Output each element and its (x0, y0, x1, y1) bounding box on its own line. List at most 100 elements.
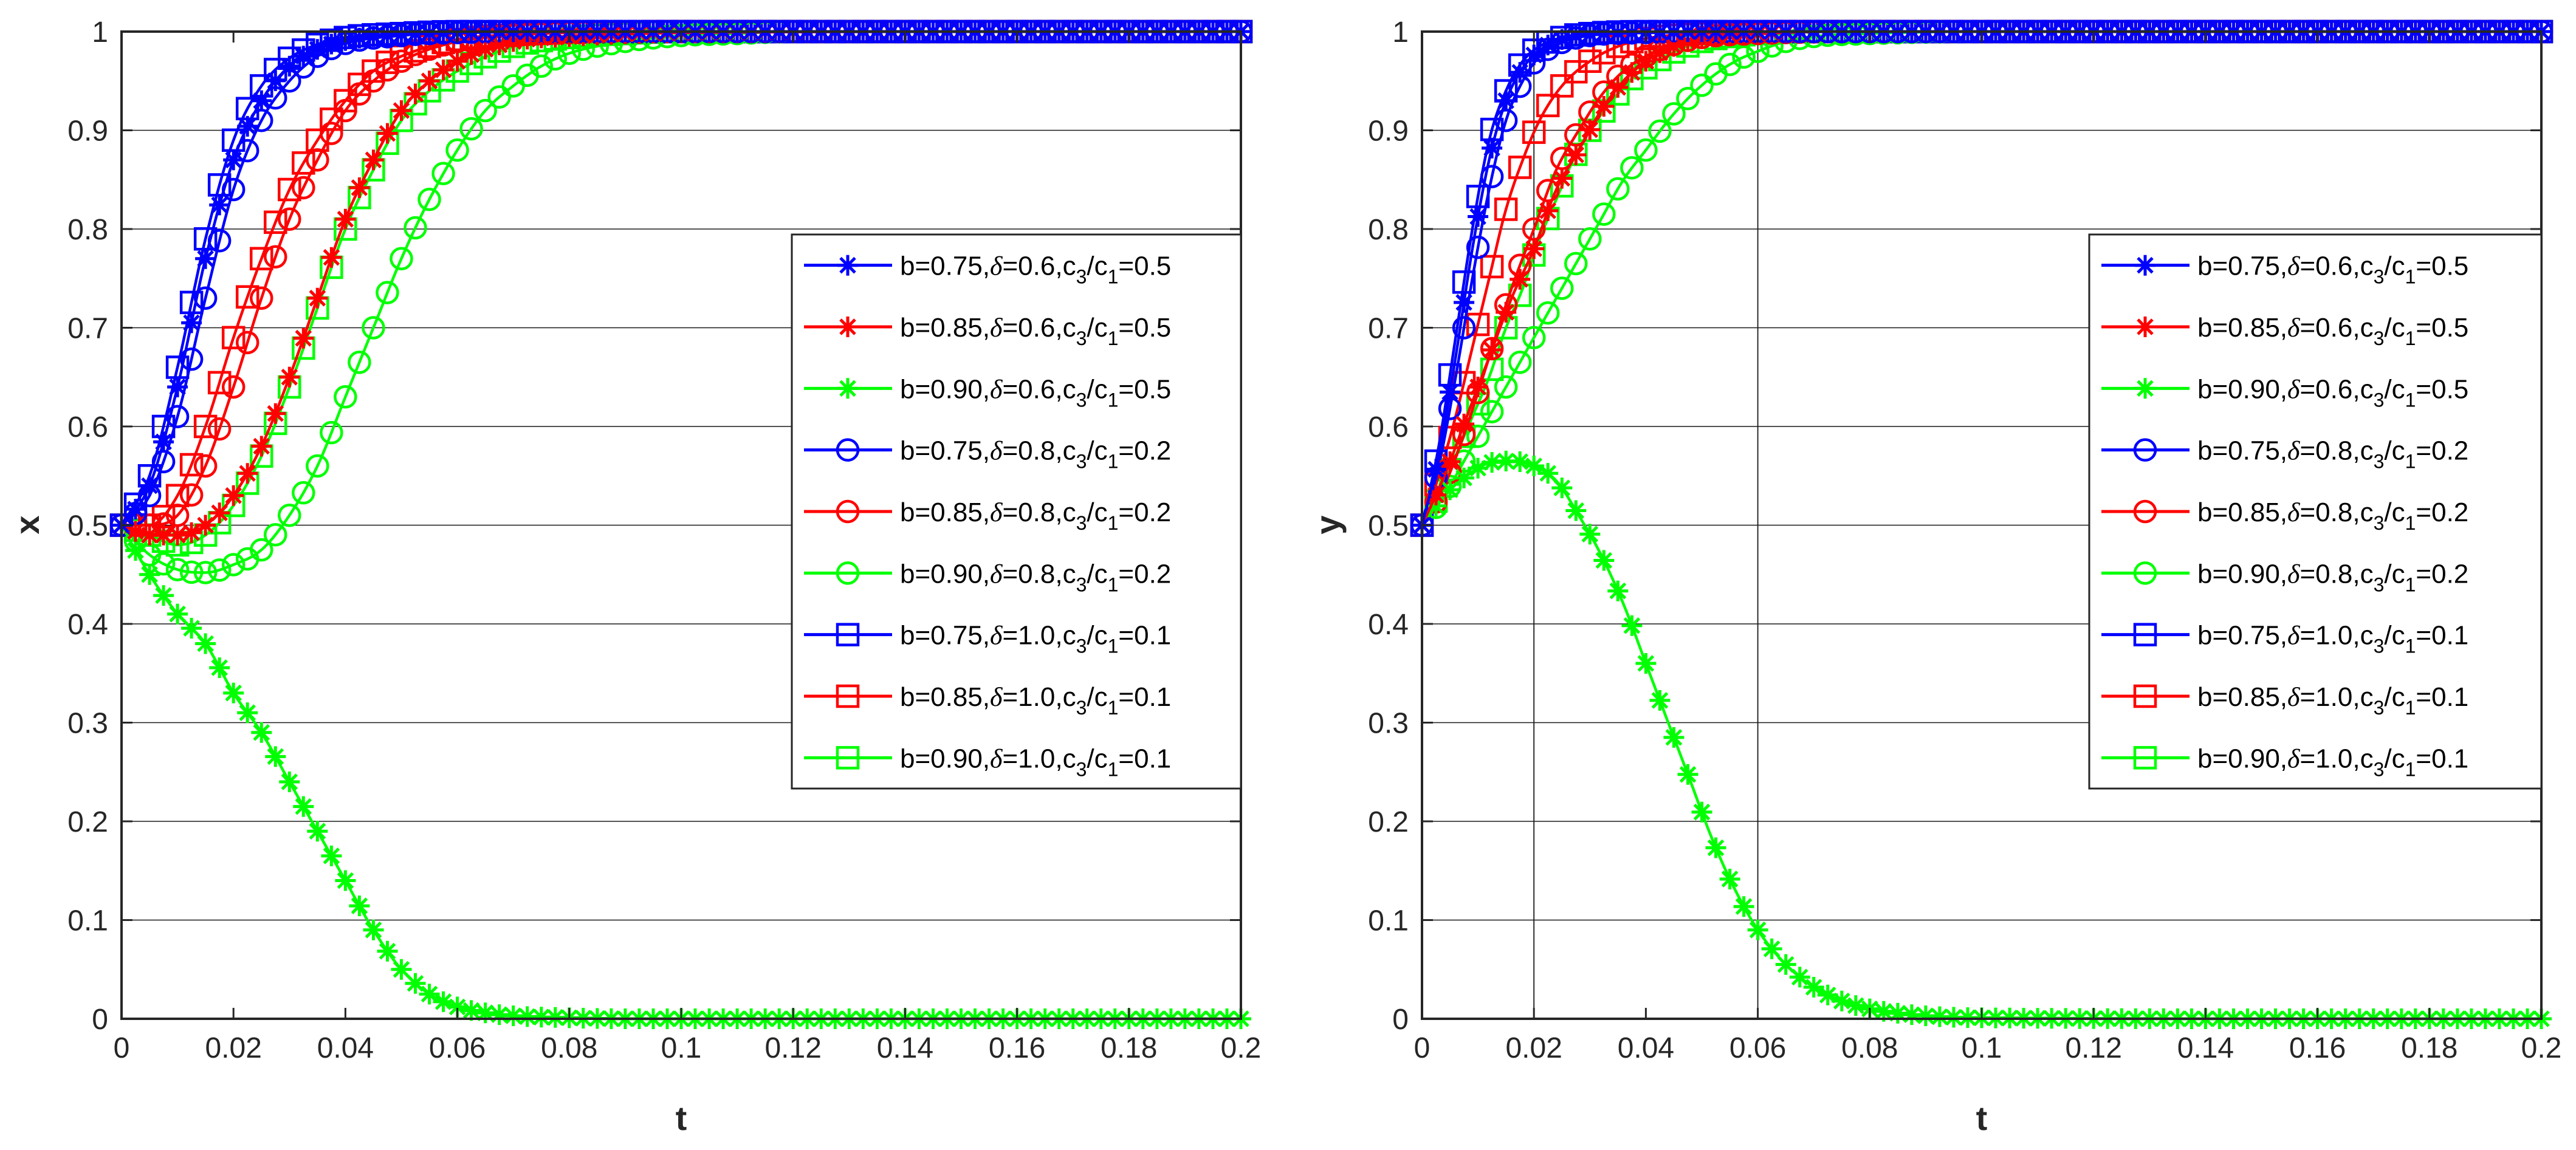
y-axis-label: y (1308, 515, 1347, 534)
legend-label-tail: =0.1 (2416, 682, 2468, 712)
legend-marker (2133, 623, 2157, 646)
data-point (1454, 414, 1475, 434)
legend-label-sub2: 1 (2405, 758, 2416, 780)
legend-label-mid: =1.0,c (2300, 682, 2373, 712)
data-point (207, 417, 232, 441)
legend-label-slash: /c (1087, 744, 1107, 773)
legend-item-s6: b=0.90,δ=0.8,c3/c1=0.2 (2101, 559, 2468, 595)
data-point (391, 24, 412, 45)
y-tick-label: 0.5 (67, 510, 108, 542)
data-point (179, 347, 204, 371)
legend-label-prefix: b=0.90, (900, 744, 990, 773)
data-point (377, 25, 398, 46)
data-point (543, 47, 568, 71)
legend-label-delta: δ (2287, 621, 2301, 651)
x-tick-label: 0.12 (764, 1032, 821, 1064)
data-point (279, 366, 300, 388)
data-point (165, 558, 190, 581)
legend-label-sub2: 1 (1108, 635, 1119, 657)
data-point (405, 23, 426, 44)
legend-marker (836, 623, 860, 646)
legend-label-sub1: 3 (1076, 758, 1087, 780)
data-point (1468, 457, 1489, 479)
data-point (363, 149, 384, 171)
x-tick-label: 0.08 (541, 1032, 597, 1064)
data-point (1578, 49, 1602, 73)
data-point (1621, 615, 1643, 636)
data-point (235, 285, 259, 309)
data-point (447, 996, 468, 1018)
legend-label-sub1: 3 (2374, 389, 2385, 411)
legend-label: b=0.90,δ=1.0,c3/c1=0.1 (900, 744, 1171, 780)
y-tick-label: 0.9 (1368, 115, 1409, 148)
data-point (195, 633, 216, 654)
data-point (405, 83, 426, 104)
data-point (251, 722, 272, 743)
legend-label-sub1: 3 (1076, 389, 1087, 411)
data-point (1440, 479, 1461, 501)
data-point (377, 123, 398, 144)
data-point (1845, 995, 1866, 1016)
data-point (473, 98, 497, 123)
legend-label-sub1: 3 (2374, 327, 2385, 349)
data-point (221, 326, 246, 349)
legend-label-sub1: 3 (1076, 697, 1087, 719)
y-tick-label: 0.4 (67, 609, 108, 641)
x-tick-label: 0.12 (2065, 1032, 2121, 1064)
legend-label-delta: δ (2287, 436, 2301, 466)
legend-label-delta: δ (990, 252, 1003, 281)
data-point (1677, 764, 1698, 785)
y-tick-label: 0.2 (67, 806, 108, 838)
legend-label-tail: =0.2 (2416, 498, 2468, 527)
legend-marker (836, 499, 860, 524)
data-point (292, 151, 315, 175)
legend-label: b=0.75,δ=0.6,c3/c1=0.5 (2197, 252, 2468, 288)
data-point (1915, 1005, 1936, 1027)
data-point (1761, 938, 1782, 959)
data-point (1510, 62, 1531, 83)
legend-label: b=0.90,δ=1.0,c3/c1=0.1 (2197, 744, 2468, 780)
data-point (278, 177, 301, 202)
data-point (278, 504, 301, 527)
legend-label-prefix: b=0.85, (2197, 682, 2287, 712)
data-point (307, 39, 328, 60)
legend-item-s6: b=0.90,δ=0.8,c3/c1=0.2 (804, 559, 1171, 595)
data-point (1482, 452, 1503, 473)
data-point (1691, 801, 1712, 823)
data-point (1565, 26, 1587, 47)
data-point (1663, 36, 1685, 57)
data-point (1508, 351, 1532, 374)
data-point (1831, 990, 1852, 1011)
data-point (1468, 377, 1489, 397)
legend-y: b=0.75,δ=0.6,c3/c1=0.5b=0.85,δ=0.6,c3/c1… (2088, 233, 2543, 790)
x-tick-label: 0.1 (1962, 1032, 2002, 1064)
legend-label-prefix: b=0.90, (900, 374, 990, 404)
legend-label-mid: =0.8,c (1002, 498, 1076, 527)
data-point (1649, 42, 1671, 63)
data-point (1789, 967, 1810, 988)
data-point (193, 561, 218, 584)
data-point (1537, 463, 1559, 484)
data-point (1496, 90, 1517, 111)
data-point (531, 1007, 552, 1028)
data-point (307, 287, 328, 309)
x-tick-label: 0.04 (317, 1032, 374, 1064)
x-tick-label: 0.14 (877, 1032, 933, 1064)
data-point (1579, 24, 1601, 45)
data-point (1452, 316, 1476, 340)
legend-label-tail: =0.2 (1118, 559, 1171, 589)
data-point (221, 375, 246, 399)
data-point (1565, 144, 1587, 165)
x-tick-label: 0.2 (2521, 1032, 2562, 1064)
data-point (264, 245, 287, 269)
legend-label-sub2: 1 (1108, 327, 1119, 349)
data-point (1522, 120, 1546, 144)
legend-marker (2133, 561, 2157, 585)
data-point (433, 60, 454, 80)
legend-label-delta: δ (990, 498, 1003, 527)
data-point (209, 657, 230, 679)
data-point (1943, 1007, 1964, 1028)
data-point (167, 377, 188, 397)
legend-label-mid: =0.6,c (2300, 374, 2373, 404)
legend-label-tail: =0.5 (1118, 374, 1171, 404)
